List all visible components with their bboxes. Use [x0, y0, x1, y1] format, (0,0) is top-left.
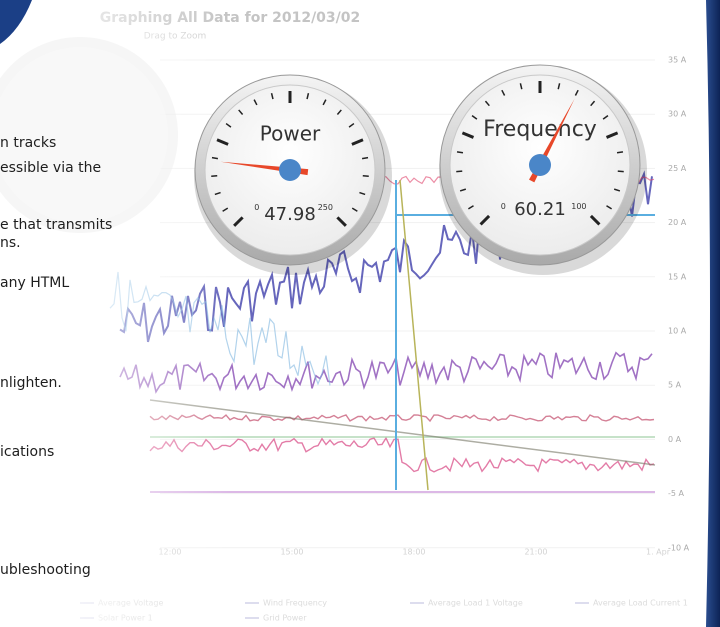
x-axis-label: 21:00 — [524, 548, 547, 557]
gauge-label: Power — [260, 122, 321, 146]
body-text: ications — [0, 444, 54, 460]
gauge-value: 60.21 — [514, 199, 566, 220]
gauge-hub — [529, 154, 551, 176]
y-axis-label: 25 A — [668, 164, 687, 173]
legend-entry: Grid Power — [263, 614, 307, 623]
x-axis-label: 15:00 — [280, 548, 303, 557]
side-edge — [706, 0, 720, 627]
y-axis-label: -5 A — [668, 489, 685, 498]
body-text: nlighten. — [0, 375, 62, 391]
legend-entry: Wind Frequency — [263, 599, 327, 608]
gauge-tick — [617, 152, 623, 153]
page: Graphing All Data for 2012/03/02Drag to … — [0, 0, 720, 627]
gauge-max: 250 — [318, 203, 333, 212]
y-axis-label: -10 A — [668, 543, 690, 552]
gauge-max: 100 — [571, 202, 586, 211]
legend-entry: Average Load 1 Voltage — [428, 599, 523, 608]
body-text: n tracks — [0, 135, 56, 151]
x-axis-label: 18:00 — [402, 548, 425, 557]
gauge-tick — [457, 152, 463, 153]
y-axis-label: 0 A — [668, 435, 682, 444]
y-axis-label: 30 A — [668, 110, 687, 119]
y-axis-label: 20 A — [668, 218, 687, 227]
y-axis-label: 15 A — [668, 272, 687, 281]
legend-entry: Average Load Current 1 — [593, 599, 688, 608]
body-text: ubleshooting — [0, 562, 91, 578]
gauge-min: 0 — [254, 203, 259, 212]
gauge-value: 47.98 — [264, 204, 316, 225]
series-line — [400, 180, 428, 490]
gauge-min: 0 — [501, 202, 506, 211]
body-text: e that transmits — [0, 217, 112, 233]
body-text: ns. — [0, 235, 21, 251]
body-text: any HTML — [0, 275, 69, 291]
screenshot: Graphing All Data for 2012/03/02Drag to … — [0, 0, 720, 627]
gauge-tick — [212, 158, 218, 159]
gauge-tick — [362, 158, 368, 159]
y-axis-label: 5 A — [668, 381, 682, 390]
x-axis-label: 1. Apr — [646, 548, 671, 557]
y-axis-label: 35 A — [668, 56, 687, 65]
gauge-hub — [279, 159, 301, 181]
body-text: essible via the — [0, 160, 101, 176]
gauge-label: Frequency — [483, 117, 597, 142]
y-axis-label: 10 A — [668, 327, 687, 336]
